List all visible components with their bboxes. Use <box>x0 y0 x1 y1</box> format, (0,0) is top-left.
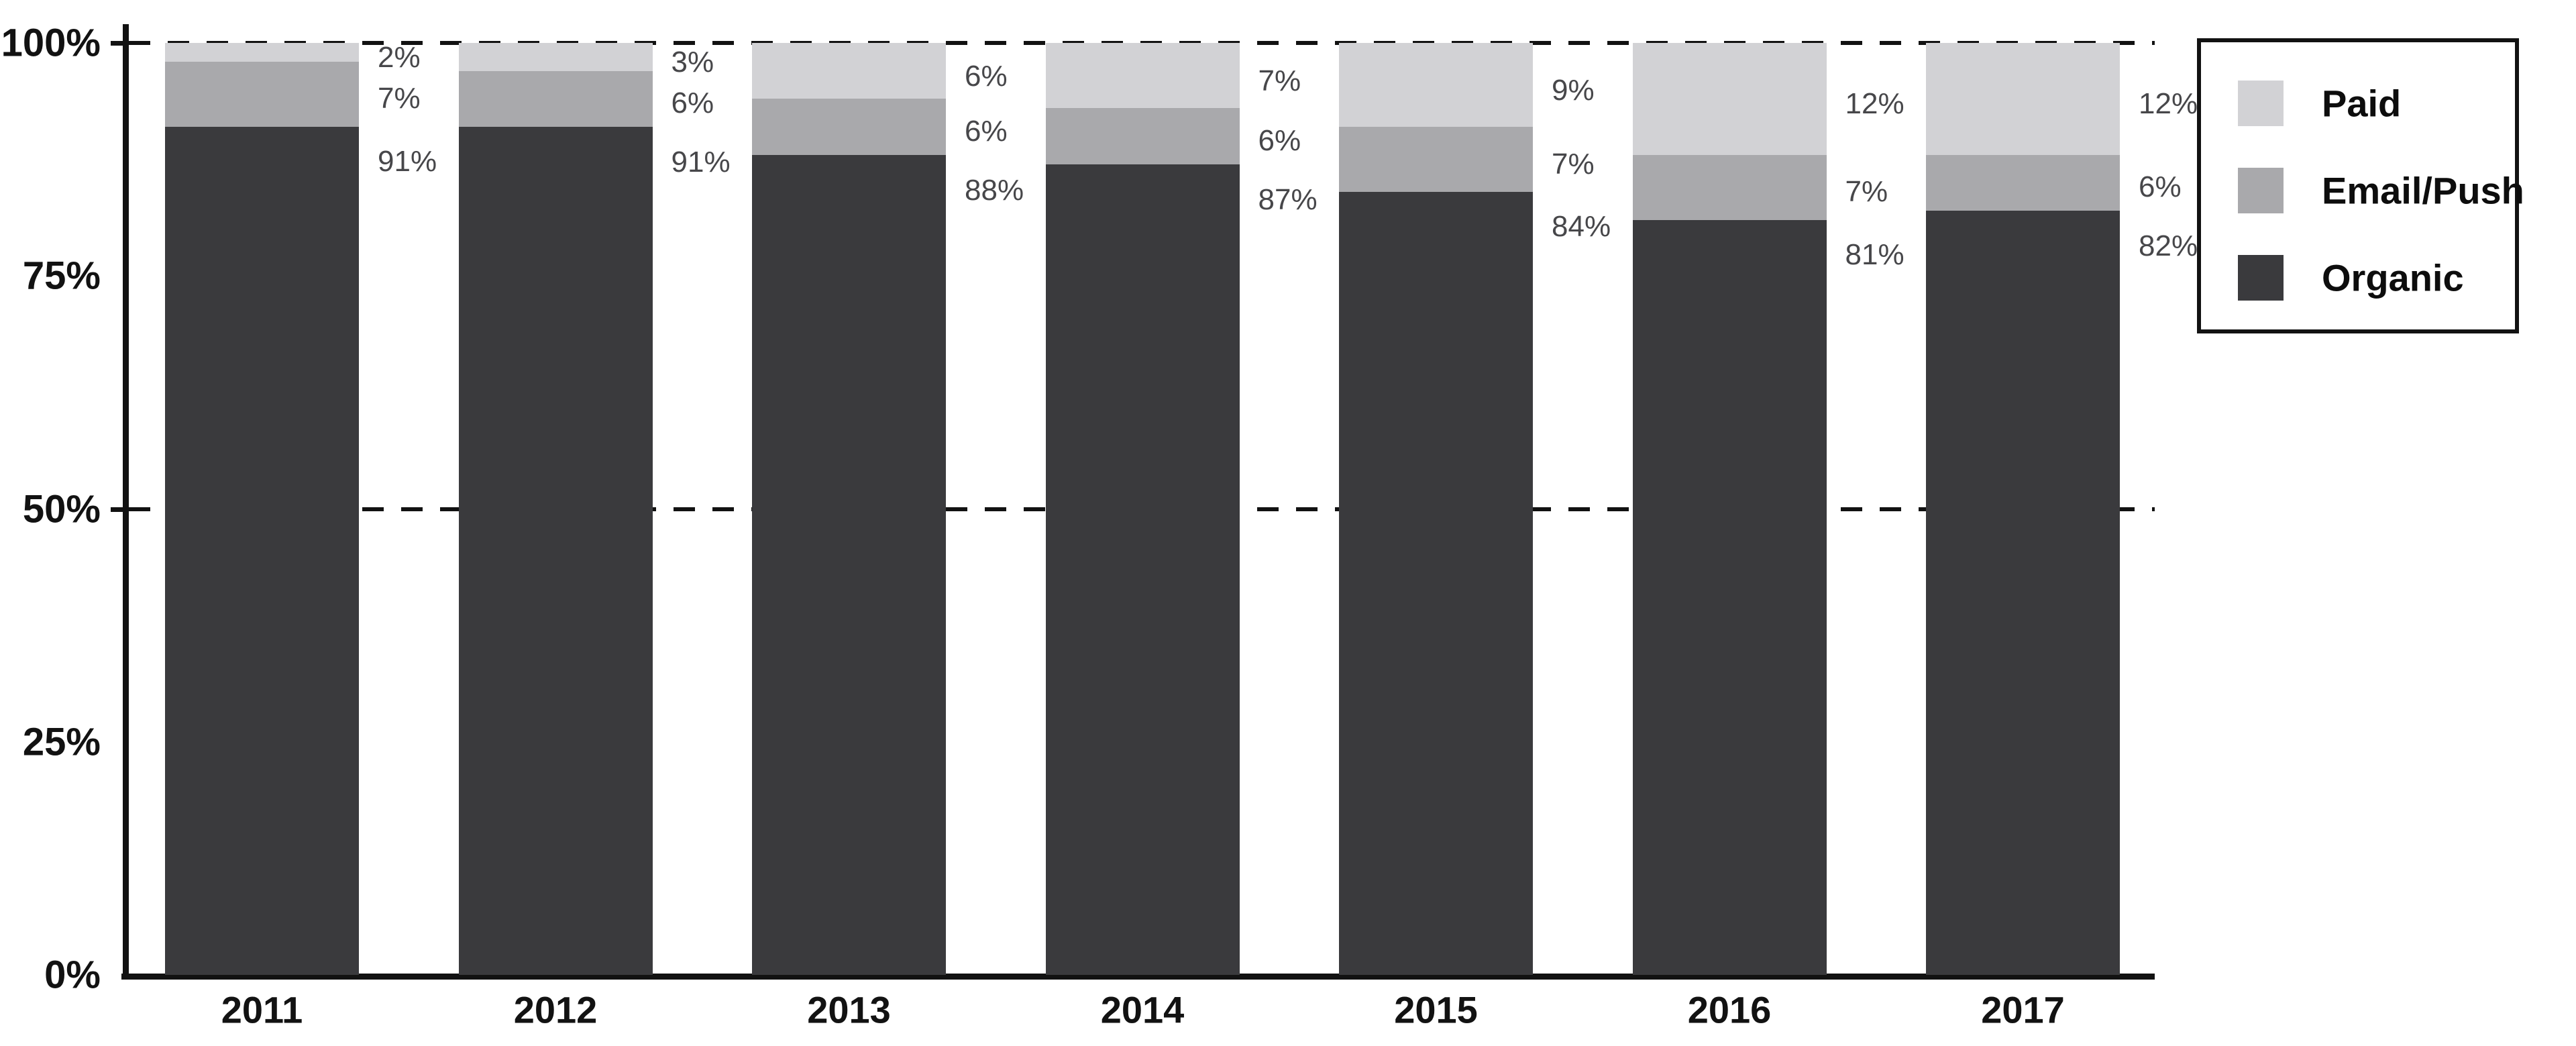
bar-segment-2015-organic <box>1339 192 1533 975</box>
bar-segment-2015-email-push <box>1339 127 1533 193</box>
legend-label-organic: Organic <box>2322 256 2464 299</box>
y-axis-label-50: 50% <box>22 487 101 531</box>
value-label-2016-email-push: 7% <box>1845 175 1888 209</box>
x-axis-label-2015: 2015 <box>1394 988 1478 1031</box>
bar-segment-2012-organic <box>458 127 653 975</box>
value-label-2014-organic: 87% <box>1258 182 1318 216</box>
x-axis-label-2017: 2017 <box>1981 988 2065 1031</box>
value-label-2012-organic: 91% <box>671 146 731 179</box>
value-label-2011-organic: 91% <box>378 145 437 178</box>
value-label-2015-email-push: 7% <box>1552 147 1595 180</box>
x-axis-line <box>121 974 2155 980</box>
bar-segment-2015-paid <box>1339 43 1533 127</box>
value-label-2013-paid: 6% <box>965 59 1008 93</box>
value-label-2012-email-push: 6% <box>671 87 714 120</box>
value-label-2013-email-push: 6% <box>965 115 1008 148</box>
bar-segment-2014-organic <box>1045 164 1240 975</box>
x-axis-label-2014: 2014 <box>1100 988 1185 1031</box>
bar-segment-2011-email-push <box>165 61 359 127</box>
legend: Paid Email/Push Organic <box>2197 38 2524 333</box>
value-label-2017-paid: 12% <box>2139 87 2198 121</box>
bar-segment-2011-organic <box>165 127 359 975</box>
x-axis-label-2011: 2011 <box>221 988 303 1031</box>
value-label-2012-paid: 3% <box>671 45 714 79</box>
y-axis-line <box>123 24 129 980</box>
bar-segment-2017-paid <box>1926 43 2120 155</box>
bar-segment-2013-organic <box>752 154 946 975</box>
value-label-2016-paid: 12% <box>1845 87 1904 121</box>
bar-segment-2014-email-push <box>1045 108 1240 164</box>
legend-label-paid: Paid <box>2322 82 2402 125</box>
bar-segment-2012-paid <box>458 43 653 71</box>
value-label-2016-organic: 81% <box>1845 238 1904 271</box>
y-axis-tick-100 <box>111 41 123 46</box>
bar-segment-2012-email-push <box>458 70 653 127</box>
value-label-2015-organic: 84% <box>1552 210 1611 244</box>
value-label-2017-email-push: 6% <box>2139 170 2182 204</box>
bar-segment-2016-email-push <box>1632 154 1827 220</box>
value-label-2017-organic: 82% <box>2139 229 2198 263</box>
bar-segment-2013-paid <box>752 43 946 99</box>
value-label-2014-paid: 7% <box>1258 64 1301 97</box>
y-axis-label-75: 75% <box>22 254 101 298</box>
bar-segment-2013-email-push <box>752 99 946 155</box>
bar-segment-2016-organic <box>1632 219 1827 975</box>
x-axis-label-2012: 2012 <box>513 988 598 1031</box>
bar-segment-2011-paid <box>165 43 359 62</box>
y-axis-label-0: 0% <box>44 953 101 997</box>
y-axis-label-25: 25% <box>22 720 101 764</box>
x-axis-label-2016: 2016 <box>1687 988 1772 1031</box>
legend-swatch-email-push <box>2238 168 2284 213</box>
value-label-2011-email-push: 7% <box>378 82 421 115</box>
y-axis-label-100: 100% <box>1 21 101 65</box>
value-label-2013-organic: 88% <box>965 174 1024 207</box>
legend-swatch-paid <box>2238 81 2284 126</box>
x-axis-label-2013: 2013 <box>807 988 891 1031</box>
y-axis-tick-50 <box>111 507 123 512</box>
value-label-2011-paid: 2% <box>378 41 421 74</box>
value-label-2014-email-push: 6% <box>1258 123 1301 157</box>
bar-segment-2014-paid <box>1045 43 1240 109</box>
legend-swatch-organic <box>2238 255 2284 301</box>
bar-segment-2016-paid <box>1632 43 1827 155</box>
bar-segment-2017-organic <box>1926 211 2120 975</box>
value-label-2015-paid: 9% <box>1552 73 1595 107</box>
legend-label-email-push: Email/Push <box>2322 169 2524 212</box>
bar-segment-2017-email-push <box>1926 154 2120 211</box>
